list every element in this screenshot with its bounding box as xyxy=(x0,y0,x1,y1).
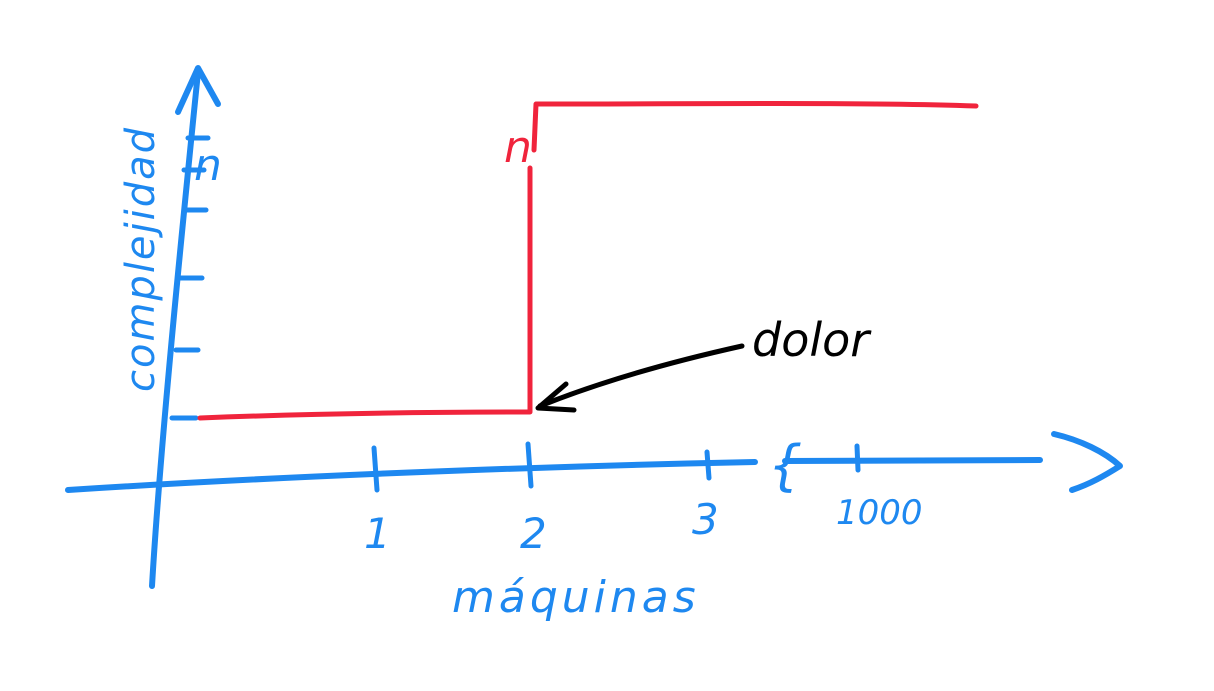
x-tick-mark xyxy=(525,441,534,489)
x-tick-label: 1 xyxy=(364,509,391,558)
series-label: n xyxy=(504,122,532,173)
x-tick-label: 2 xyxy=(520,509,547,558)
x-axis-arrowhead xyxy=(1051,431,1123,493)
annotation-arrow xyxy=(537,343,745,409)
y-axis-arrowhead xyxy=(175,65,221,115)
y-axis-title: complejidad xyxy=(118,126,164,392)
annotation-arrowhead xyxy=(535,381,577,413)
annotation-label: dolor xyxy=(752,313,872,367)
y-tick-label: n xyxy=(194,140,222,191)
x-tick-mark xyxy=(704,449,712,481)
y-axis-line xyxy=(149,69,201,589)
axis-break-marker: { xyxy=(768,434,802,497)
x-axis-title: máquinas xyxy=(452,572,700,623)
x-tick-label: 1000 xyxy=(836,493,923,533)
x-tick-mark xyxy=(854,443,861,473)
x-axis-line xyxy=(65,457,1043,493)
x-tick-mark xyxy=(371,445,380,493)
series-step-line xyxy=(197,101,979,421)
x-tick-label: 3 xyxy=(692,495,719,544)
